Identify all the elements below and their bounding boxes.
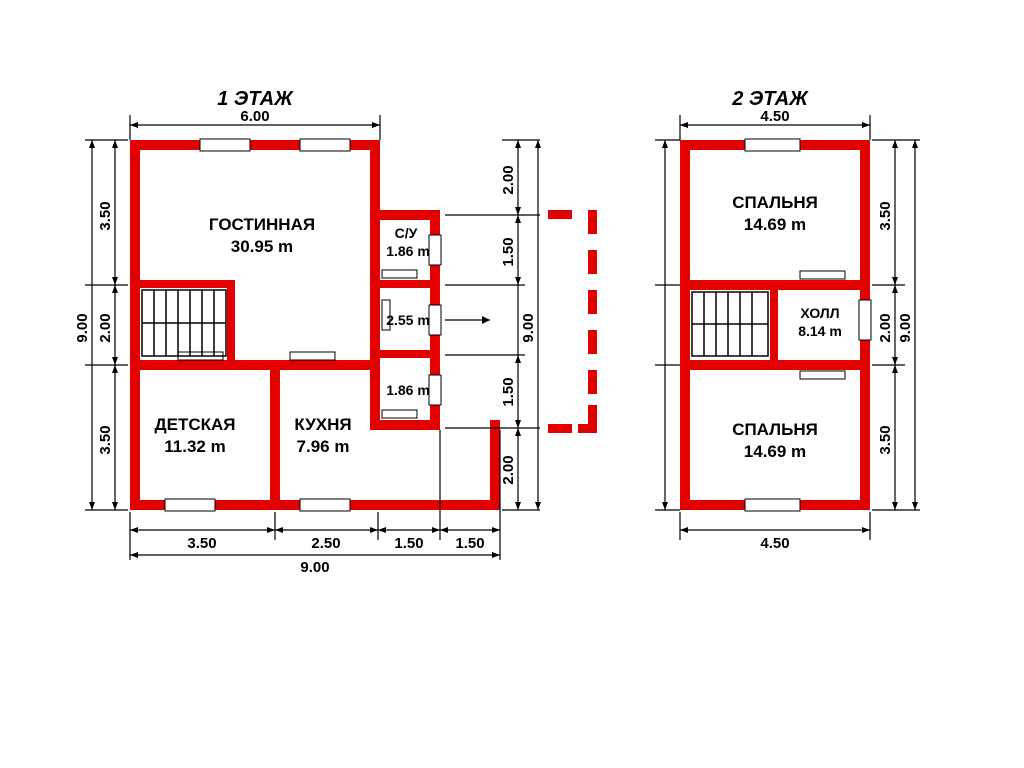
room-bed2-area: 14.69 m [744,442,806,461]
room-hall-area: 8.14 m [798,323,842,339]
room-bath-area: 1.86 m [386,243,430,259]
svg-text:2.00: 2.00 [97,313,114,342]
svg-text:1.50: 1.50 [500,377,517,406]
svg-text:1.50: 1.50 [455,535,484,552]
dim-f2-right: 3.50 2.00 3.50 9.00 [872,140,920,510]
svg-text:4.50: 4.50 [760,108,789,125]
svg-text:4.50: 4.50 [760,535,789,552]
dim-f2-left [655,140,680,510]
floor2: 2 ЭТАЖ СПАЛЬНЯ 14.69 m ХОЛЛ [680,88,871,511]
room-lower-area: 1.86 m [386,382,430,398]
room-kitchen-area: 7.96 m [297,437,350,456]
floor2-title: 2 ЭТАЖ [731,88,809,110]
svg-text:9.00: 9.00 [897,313,914,342]
svg-text:3.50: 3.50 [877,425,894,454]
room-children-area: 11.32 m [164,437,225,456]
svg-text:1.50: 1.50 [500,237,517,266]
dim-f1-left: 3.50 2.00 3.50 9.00 [74,140,128,510]
entrance-arrow [445,316,490,324]
floorplan-diagram: 1 ЭТАЖ [0,0,1024,768]
room-living-label: ГОСТИННАЯ [209,215,315,234]
room-bed1-label: СПАЛЬНЯ [732,193,818,212]
room-living-area: 30.95 m [231,237,293,256]
room-children-label: ДЕТСКАЯ [155,415,236,434]
svg-text:9.00: 9.00 [300,559,329,576]
floor1: 1 ЭТАЖ [130,88,500,511]
room-bed2-label: СПАЛЬНЯ [732,420,818,439]
dim-f2-bottom: 4.50 [680,512,870,552]
svg-text:3.50: 3.50 [97,201,114,230]
between-markers [548,210,597,433]
svg-text:6.00: 6.00 [240,108,269,125]
svg-text:2.00: 2.00 [500,455,517,484]
svg-text:9.00: 9.00 [74,313,91,342]
svg-text:3.50: 3.50 [877,201,894,230]
floor1-title: 1 ЭТАЖ [217,88,294,110]
room-bed1-area: 14.69 m [744,215,806,234]
stairs-floor1 [142,290,226,356]
dim-f1-top: 6.00 [130,108,380,140]
room-bath-label: С/У [395,225,418,241]
room-mid-area: 2.55 m [386,312,430,328]
svg-text:1.50: 1.50 [394,535,423,552]
room-kitchen-label: КУХНЯ [294,415,351,434]
svg-text:9.00: 9.00 [520,313,537,342]
svg-text:2.00: 2.00 [877,313,894,342]
svg-text:3.50: 3.50 [97,425,114,454]
dim-f2-top: 4.50 [680,108,870,140]
svg-text:2.50: 2.50 [311,535,340,552]
svg-text:2.00: 2.00 [500,165,517,194]
svg-text:3.50: 3.50 [187,535,216,552]
stairs-floor2 [692,292,768,356]
room-hall-label: ХОЛЛ [800,305,839,321]
